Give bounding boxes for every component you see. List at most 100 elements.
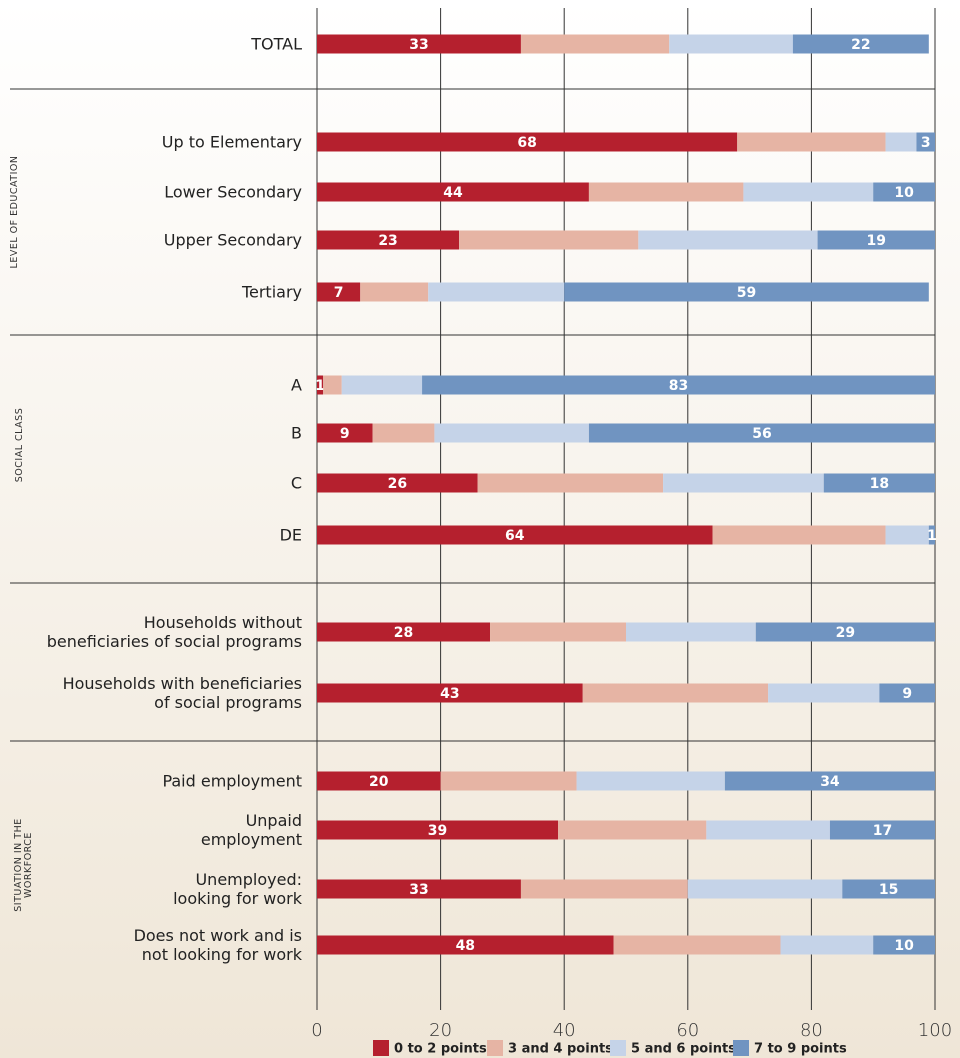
category-label: Paid employment	[162, 771, 302, 791]
bar-segment	[712, 525, 886, 545]
bar-segment	[873, 182, 935, 202]
x-tick-label: 40	[553, 1020, 576, 1041]
legend-swatch	[610, 1040, 626, 1056]
category-label: Unpaid employment	[200, 811, 302, 849]
bar-value-label: 9	[340, 426, 350, 442]
bar-segment	[626, 622, 756, 642]
bar-value-label: 33	[409, 37, 428, 53]
bar-segment	[317, 132, 738, 152]
category-label: B	[291, 423, 302, 443]
legend-label: 5 and 6 points	[631, 1042, 736, 1057]
legend-label: 3 and 4 points	[508, 1042, 613, 1057]
bar-value-label: 59	[737, 285, 756, 301]
legend-swatch	[373, 1040, 389, 1056]
x-tick-label: 60	[676, 1020, 699, 1041]
bar-value-label: 1	[927, 528, 937, 544]
bar-value-label: 17	[873, 823, 892, 839]
bar-segment	[879, 683, 935, 703]
category-label: A	[291, 375, 302, 395]
bar-value-label: 83	[669, 378, 688, 394]
bar-segment	[885, 525, 929, 545]
bar-segment	[638, 230, 818, 250]
bar-value-label: 34	[820, 774, 840, 790]
category-label: Lower Secondary	[164, 182, 302, 202]
bar-segment	[422, 375, 935, 395]
bar-value-label: 1	[315, 378, 325, 394]
x-tick-label: 80	[800, 1020, 823, 1041]
bar-segment	[829, 820, 935, 840]
bar-value-label: 19	[867, 233, 886, 249]
bar-segment	[823, 473, 935, 493]
legend-swatch	[733, 1040, 749, 1056]
legend-label: 7 to 9 points	[754, 1042, 847, 1057]
x-tick-label: 0	[311, 1020, 322, 1041]
x-tick-label: 20	[429, 1020, 452, 1041]
bar-segment	[588, 423, 935, 443]
bar-segment	[317, 230, 460, 250]
bar-segment	[372, 423, 435, 443]
category-label: Tertiary	[241, 282, 302, 302]
bar-segment	[490, 622, 626, 642]
legend-label: 0 to 2 points	[394, 1042, 487, 1057]
bar-segment	[755, 622, 935, 642]
bar-segment	[317, 473, 478, 493]
bar-segment	[613, 935, 781, 955]
bar-segment	[440, 771, 577, 791]
bar-segment	[317, 771, 441, 791]
bar-value-label: 10	[894, 185, 914, 201]
bar-segment	[885, 132, 917, 152]
bar-value-label: 15	[879, 882, 898, 898]
bar-value-label: 23	[378, 233, 397, 249]
bar-segment	[520, 34, 670, 54]
bar-segment	[317, 423, 373, 443]
bar-segment	[669, 34, 793, 54]
bar-segment	[317, 622, 491, 642]
bar-value-label: 44	[443, 185, 463, 201]
bar-segment	[317, 820, 559, 840]
category-label: Households without beneficiaries of soci…	[46, 613, 302, 651]
bar-segment	[724, 771, 935, 791]
bar-value-label: 39	[428, 823, 447, 839]
bar-segment	[317, 525, 713, 545]
category-label: Upper Secondary	[163, 230, 302, 250]
category-label: Up to Elementary	[161, 132, 302, 152]
bar-segment	[317, 683, 583, 703]
bar-segment	[360, 282, 429, 302]
bar-segment	[477, 473, 664, 493]
legend-swatch	[487, 1040, 503, 1056]
bar-segment	[817, 230, 935, 250]
bar-value-label: 43	[440, 686, 459, 702]
bar-value-label: 9	[902, 686, 912, 702]
bar-value-label: 3	[921, 135, 931, 151]
bar-value-label: 33	[409, 882, 428, 898]
bar-segment	[873, 935, 935, 955]
bar-segment	[317, 375, 324, 395]
bar-value-label: 26	[388, 476, 407, 492]
bar-segment	[737, 132, 886, 152]
category-label: C	[290, 473, 302, 493]
bar-segment	[317, 879, 521, 899]
bar-value-label: 28	[394, 625, 413, 641]
bar-segment	[928, 525, 935, 545]
bar-value-label: 68	[517, 135, 536, 151]
bar-segment	[916, 132, 935, 152]
bar-segment	[792, 34, 929, 54]
bar-segment	[428, 282, 565, 302]
category-label: TOTAL	[251, 34, 302, 54]
bar-segment	[459, 230, 639, 250]
bar-segment	[317, 182, 589, 202]
x-tick-label: 100	[918, 1020, 952, 1041]
bar-segment	[564, 282, 929, 302]
bar-value-label: 18	[870, 476, 889, 492]
bar-segment	[842, 879, 935, 899]
bar-segment	[780, 935, 874, 955]
bar-segment	[687, 879, 843, 899]
bar-segment	[317, 282, 361, 302]
bar-value-label: 56	[752, 426, 771, 442]
bar-segment	[706, 820, 830, 840]
bar-value-label: 22	[851, 37, 870, 53]
category-label: Unemployed: looking for work	[173, 870, 302, 908]
bar-value-label: 64	[505, 528, 525, 544]
